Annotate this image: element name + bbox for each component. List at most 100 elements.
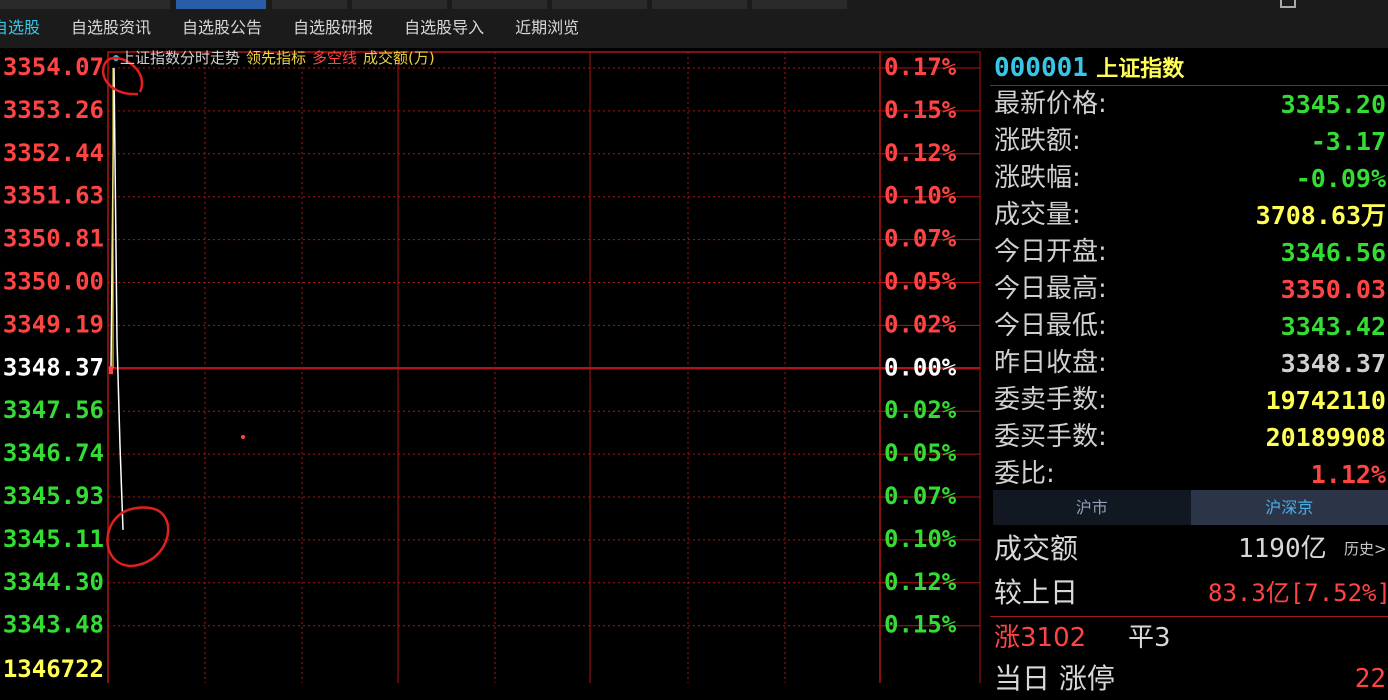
limit-label: 当日 涨停 [994,658,1115,700]
indicator-longshort[interactable]: 多空线 [312,48,357,68]
quote-row: 最新价格: 3345.20 [994,86,1388,123]
quote-row: 今日开盘: 3346.56 [994,234,1388,271]
pct-tick-label: 0.15% [884,611,957,639]
price-tick-label: 3354.07 [3,53,104,81]
price-tick-label: 3352.44 [3,139,104,167]
stock-code: 000001 [994,53,1088,83]
quote-value: -0.09% [1296,160,1386,197]
history-link[interactable]: 历史> [1344,528,1387,570]
intraday-chart[interactable]: 3354.07 3353.26 3352.44 3351.63 3350.81 3350.… [0,48,990,683]
quote-value: 3348.37 [1281,345,1386,382]
quote-row: 昨日收盘: 3348.37 [994,345,1388,382]
quote-value: 3346.56 [1281,234,1386,271]
indicator-amount[interactable]: 成交额(万) [363,48,435,68]
rise-count: 涨3102 [994,617,1086,659]
chart-title: 上证指数分时走势 [120,48,240,68]
volume-bar [109,366,113,374]
quote-value: 1.12% [1311,456,1386,493]
quote-row: 涨跌幅: -0.09% [994,160,1388,197]
quote-row: 涨跌额: -3.17 [994,123,1388,160]
turnover-value: 1190亿 [1238,528,1327,570]
pct-tick-label: 0.12% [884,139,957,167]
tab-watchlist-import[interactable]: 自选股导入 [404,14,484,42]
price-tick-label: 3353.26 [3,96,104,124]
quote-row: 成交量: 3708.63万 [994,197,1388,234]
quote-panel: 000001 上证指数 最新价格: 3345.20 涨跌额: -3.17 涨跌幅: -0.… [990,48,1388,683]
price-tick-label: 3346.74 [3,439,104,467]
market-segment-tabs: 沪市 沪深京 [993,490,1388,525]
tab-watchlist-research[interactable]: 自选股研报 [293,14,373,42]
quote-header: 000001 上证指数 [994,50,1184,86]
stock-name: 上证指数 [1096,57,1184,82]
pct-tick-label: 0.05% [884,439,957,467]
indicator-lead[interactable]: 领先指标 [246,48,306,68]
price-tick-label: 3350.00 [3,268,104,296]
tab-watchlist[interactable]: 自选股 [0,14,40,42]
pct-tick-label: 0.10% [884,525,957,553]
pct-tick-label: 0.07% [884,482,957,510]
price-tick-label: 3344.30 [3,568,104,596]
price-tick-label: 3343.48 [3,611,104,639]
tab-recent-browse[interactable]: 近期浏览 [515,14,579,42]
annotation-circle-bottom [107,508,168,567]
pct-tick-label: 0.12% [884,568,957,596]
quote-row: 委卖手数: 19742110 [994,382,1388,419]
quote-row: 委比: 1.12% [994,456,1388,493]
tab-sh-sz-bj[interactable]: 沪深京 [1191,490,1388,525]
tab-watchlist-news[interactable]: 自选股资讯 [71,14,151,42]
price-tick-label: 3345.93 [3,482,104,510]
cursor-dot [241,435,245,439]
price-tick-label: 3350.81 [3,225,104,253]
price-tick-label: 3347.56 [3,396,104,424]
turnover-row: 成交额 1190亿 历史> [994,528,1388,570]
quote-label: 委买手数: [994,419,1107,456]
quote-value: 3350.03 [1281,271,1386,308]
quote-value: 3708.63万 [1256,197,1386,234]
limit-value: 22 [1355,658,1386,700]
vs-prev-row: 较上日 83.3亿[7.52%] [994,572,1388,614]
quote-row: 今日最低: 3343.42 [994,308,1388,345]
quote-value: 3343.42 [1281,308,1386,345]
turnover-label: 成交额 [994,528,1078,570]
vs-prev-label: 较上日 [994,572,1078,614]
pct-zero-label: 0.00% [884,353,957,381]
pct-tick-label: 0.07% [884,225,957,253]
pct-tick-label: 0.02% [884,396,957,424]
breadth-row: 涨3102 平3 [994,617,1388,659]
flat-count: 平3 [1128,617,1171,659]
quote-label: 今日开盘: [994,234,1107,271]
pct-tick-label: 0.02% [884,310,957,338]
tab-watchlist-announcements[interactable]: 自选股公告 [182,14,262,42]
pct-tick-label: 0.15% [884,96,957,124]
quote-label: 昨日收盘: [994,345,1107,382]
quote-value: 3345.20 [1281,86,1386,123]
layout-icon [1280,0,1296,8]
quote-label: 今日最低: [994,308,1107,345]
quote-label: 成交量: [994,197,1081,234]
limit-row: 当日 涨停 22 [994,658,1388,700]
quote-value: 19742110 [1266,382,1386,419]
quote-label: 委卖手数: [994,382,1107,419]
price-tick-label: 3351.63 [3,182,104,210]
quote-value: -3.17 [1311,123,1386,160]
price-tick-label: 3345.11 [3,525,104,553]
vs-prev-value: 83.3亿[7.52%] [1208,572,1388,614]
volume-scale-label: 1346722 [3,655,104,683]
quote-label: 今日最高: [994,271,1107,308]
prev-close-label: 3348.37 [3,353,104,381]
pct-tick-label: 0.10% [884,182,957,210]
pct-tick-label: 0.17% [884,53,957,81]
quote-label: 最新价格: [994,86,1107,123]
chart-title-bar: 上证指数分时走势 领先指标 多空线 成交额(万) [120,48,435,68]
top-tab-bar: 自选股 自选股资讯 自选股公告 自选股研报 自选股导入 近期浏览 [0,0,1388,48]
price-tick-label: 3349.19 [3,310,104,338]
quote-value: 20189908 [1266,419,1386,456]
quote-label: 委比: [994,456,1055,493]
layout-button[interactable] [1280,0,1388,10]
quote-row: 今日最高: 3350.03 [994,271,1388,308]
quote-label: 涨跌额: [994,123,1081,160]
quote-label: 涨跌幅: [994,160,1081,197]
quote-row: 委买手数: 20189908 [994,419,1388,456]
tab-sh-market[interactable]: 沪市 [993,490,1191,525]
pct-tick-label: 0.05% [884,268,957,296]
